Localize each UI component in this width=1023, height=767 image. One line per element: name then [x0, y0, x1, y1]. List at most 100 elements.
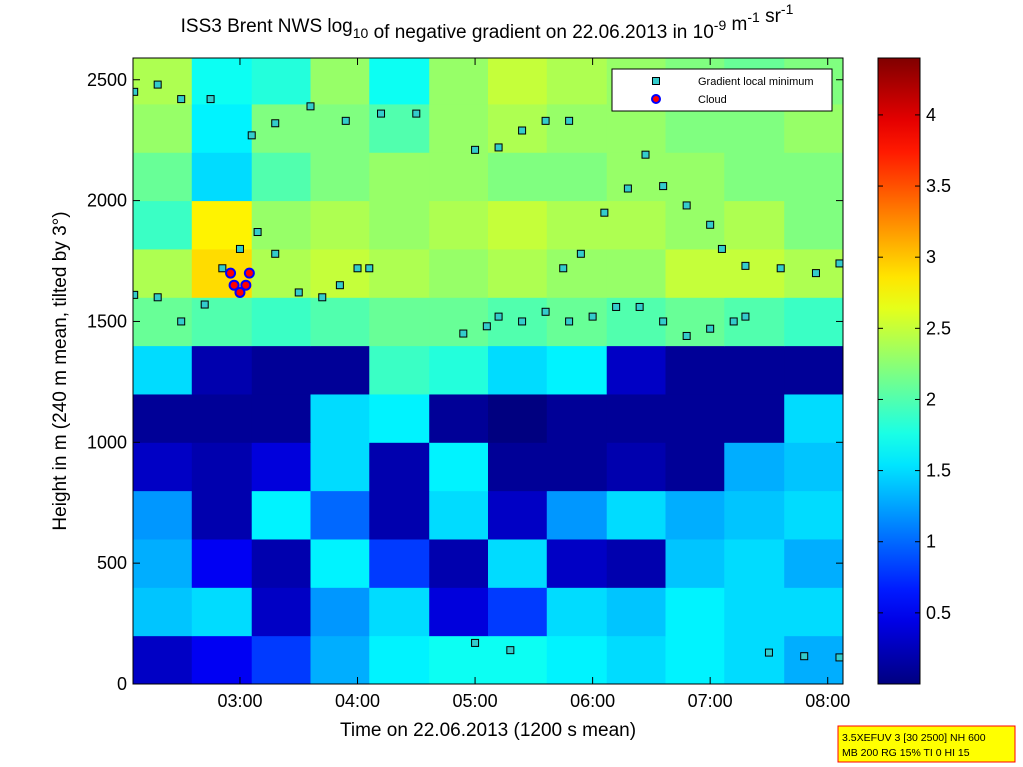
heat-cell — [665, 587, 725, 637]
heat-cell — [488, 248, 548, 298]
heat-cell — [784, 490, 843, 540]
heat-cell — [369, 587, 430, 637]
gradient-minimum-point — [741, 312, 750, 321]
heat-cell — [310, 58, 370, 105]
gradient-minimum-point — [459, 329, 468, 338]
heat-cell — [724, 152, 785, 202]
heat-cell — [546, 200, 608, 250]
heat-cell — [429, 538, 489, 588]
heat-cell — [784, 393, 843, 443]
heat-cell — [133, 393, 193, 443]
x-tick-label: 03:00 — [217, 691, 262, 711]
heat-cell — [429, 587, 489, 637]
heat-cell — [606, 393, 666, 443]
heat-cell — [606, 490, 666, 540]
gradient-minimum-point — [659, 182, 668, 191]
gradient-minimum-point — [494, 143, 503, 152]
y-tick-label: 1500 — [87, 311, 127, 331]
gradient-minimum-point — [294, 288, 303, 297]
gradient-minimum-point — [306, 102, 315, 111]
gradient-minimum-point — [600, 208, 609, 217]
heat-cell — [606, 152, 666, 202]
heat-cell — [724, 442, 785, 492]
gradient-minimum-point — [271, 119, 280, 128]
heat-cell — [488, 345, 548, 395]
heat-cell — [724, 345, 785, 395]
gradient-minimum-point — [588, 312, 597, 321]
heat-cell — [369, 248, 430, 298]
gradient-minimum-point — [706, 324, 715, 333]
heat-cell — [133, 635, 193, 684]
gradient-minimum-point — [659, 317, 668, 326]
heat-cell — [665, 635, 725, 684]
gradient-minimum-point — [471, 145, 480, 154]
plot-area — [133, 58, 843, 684]
heat-cell — [784, 442, 843, 492]
gradient-minimum-point — [623, 184, 632, 193]
heat-cell — [546, 297, 608, 347]
heat-cell — [191, 587, 253, 637]
heat-cell — [606, 538, 666, 588]
heat-cell — [784, 345, 843, 395]
gradient-minimum-point — [612, 302, 621, 311]
gradient-minimum-point — [200, 300, 209, 309]
heat-cell — [251, 393, 311, 443]
heat-cell — [133, 200, 193, 250]
gradient-minimum-point — [682, 201, 691, 210]
heat-cell — [606, 103, 666, 153]
x-tick-label: 05:00 — [453, 691, 498, 711]
heat-cell — [369, 635, 430, 684]
heat-cell — [665, 345, 725, 395]
gradient-minimum-point — [518, 317, 527, 326]
x-tick-label: 08:00 — [805, 691, 850, 711]
heat-cell — [369, 297, 430, 347]
gradient-minimum-point — [206, 95, 215, 104]
heat-cell — [546, 103, 608, 153]
colorbar-tick-label: 1 — [926, 532, 936, 552]
heat-cell — [429, 103, 489, 153]
gradient-minimum-point — [835, 653, 843, 662]
heat-cell — [546, 587, 608, 637]
heat-cell — [724, 393, 785, 443]
colorbar-tick-label: 0.5 — [926, 603, 951, 623]
annotation-line: MB 200 RG 15% TI 0 HI 15 — [842, 747, 970, 759]
heat-cell — [488, 200, 548, 250]
legend-label: Cloud — [698, 94, 727, 106]
heat-cell — [429, 248, 489, 298]
y-axis-label: Height in m (240 m mean, tilted by 3°) — [50, 211, 71, 530]
heat-cell — [429, 58, 489, 105]
heat-cell — [310, 635, 370, 684]
heat-cell — [488, 393, 548, 443]
gradient-minimum-point — [559, 264, 568, 273]
gradient-minimum-point — [153, 80, 162, 89]
heat-cell — [488, 297, 548, 347]
gradient-minimum-point — [541, 307, 550, 316]
gradient-minimum-point — [641, 150, 650, 159]
legend-box — [611, 68, 833, 112]
heat-cell — [369, 393, 430, 443]
y-tick-label: 1000 — [87, 432, 127, 452]
heat-cell — [369, 58, 430, 105]
heat-cell — [784, 200, 843, 250]
heat-cell — [133, 345, 193, 395]
heat-cell — [191, 200, 253, 250]
heat-cell — [429, 345, 489, 395]
gradient-minimum-point — [776, 264, 785, 273]
heat-cell — [429, 635, 489, 684]
heat-cell — [133, 587, 193, 637]
heat-cell — [784, 635, 843, 684]
heat-cell — [191, 538, 253, 588]
heat-cell — [310, 297, 370, 347]
colorbar-tick-label: 4 — [926, 105, 936, 125]
cloud-point — [228, 279, 240, 291]
heat-cell — [369, 538, 430, 588]
heat-cell — [191, 103, 253, 153]
title-part: 10 — [353, 25, 369, 41]
gradient-minimum-point — [235, 244, 244, 253]
heat-cell — [310, 442, 370, 492]
colorbar-tick-label: 3 — [926, 247, 936, 267]
heat-cell — [546, 635, 608, 684]
heat-cell — [665, 442, 725, 492]
